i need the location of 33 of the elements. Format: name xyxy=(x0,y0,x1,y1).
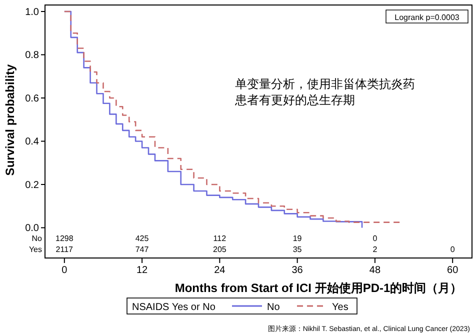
y-tick-label: 0.6 xyxy=(25,93,40,104)
y-tick-label: 0.8 xyxy=(25,50,40,62)
annotation: 425 xyxy=(135,234,150,243)
annotation: 0 xyxy=(372,234,378,243)
y-tick-label: 1.0 xyxy=(25,6,40,18)
annotation: 747 xyxy=(135,245,150,254)
legend-label: No xyxy=(267,302,280,313)
text: No xyxy=(32,234,42,243)
text: Yes xyxy=(28,245,42,254)
legend-title: NSAIDS Yes or No xyxy=(132,302,216,313)
annotation: Logrank p=0.0003 xyxy=(394,13,460,22)
annotation: 1298 xyxy=(56,234,74,243)
x-axis-title: Months from Start of ICI 开始使用PD-1的时间（月） xyxy=(174,281,462,295)
annotation: 205 xyxy=(213,245,227,254)
x-tick-label: 36 xyxy=(292,265,304,276)
x-tick-label: 60 xyxy=(447,265,459,276)
x-tick-label: 0 xyxy=(62,265,68,276)
y-tick-label: 0.2 xyxy=(25,180,40,191)
x-tick-label: 48 xyxy=(369,265,381,276)
x-tick-label: 24 xyxy=(214,265,226,276)
y-tick-label: 0.0 xyxy=(25,223,40,234)
annotation: 患者有更好的总生存期 xyxy=(234,93,355,107)
annotation: 2117 xyxy=(56,245,74,254)
y-axis-title: Survival probability xyxy=(3,64,17,176)
annotation: 19 xyxy=(292,234,302,243)
annotation: 单变量分析，使用非甾体类抗炎药 xyxy=(235,77,415,91)
annotation: 2 xyxy=(372,245,378,254)
annotation: 35 xyxy=(292,245,302,254)
annotation: 112 xyxy=(213,234,227,243)
y-tick-label: 0.4 xyxy=(25,136,40,148)
x-tick-label: 12 xyxy=(136,265,148,276)
annotation: 0 xyxy=(450,245,456,254)
legend-label: Yes xyxy=(332,302,348,313)
